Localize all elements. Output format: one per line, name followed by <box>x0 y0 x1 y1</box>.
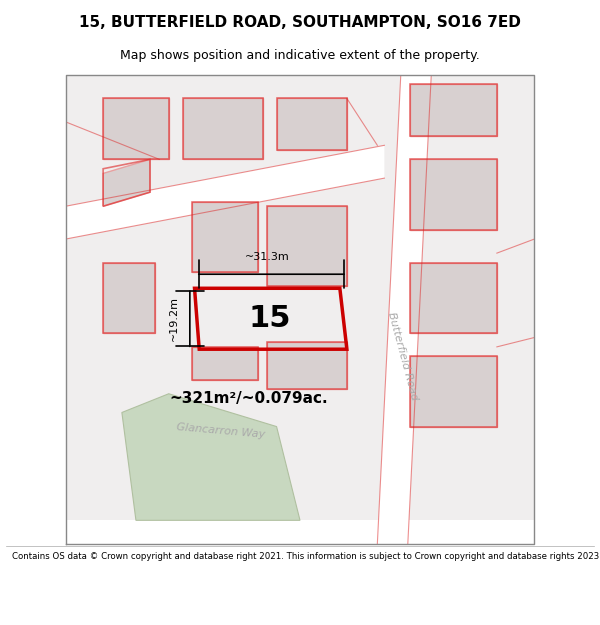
Text: ~321m²/~0.079ac.: ~321m²/~0.079ac. <box>169 391 328 406</box>
Polygon shape <box>122 394 300 520</box>
Text: 15, BUTTERFIELD ROAD, SOUTHAMPTON, SO16 7ED: 15, BUTTERFIELD ROAD, SOUTHAMPTON, SO16 … <box>79 15 521 30</box>
Polygon shape <box>65 520 535 544</box>
Polygon shape <box>192 201 258 272</box>
Polygon shape <box>183 98 263 159</box>
Polygon shape <box>65 145 385 239</box>
Text: Glancarron Way: Glancarron Way <box>176 422 265 440</box>
Polygon shape <box>377 75 431 544</box>
Text: Map shows position and indicative extent of the property.: Map shows position and indicative extent… <box>120 49 480 62</box>
Text: 15: 15 <box>248 304 291 333</box>
Polygon shape <box>267 342 347 389</box>
Polygon shape <box>103 98 169 159</box>
Text: ~19.2m: ~19.2m <box>169 296 178 341</box>
Polygon shape <box>267 206 347 286</box>
Polygon shape <box>410 159 497 229</box>
Polygon shape <box>410 356 497 426</box>
Polygon shape <box>103 159 150 206</box>
Polygon shape <box>277 98 347 150</box>
Text: Contains OS data © Crown copyright and database right 2021. This information is : Contains OS data © Crown copyright and d… <box>12 552 600 561</box>
Polygon shape <box>410 262 497 332</box>
Polygon shape <box>103 262 155 332</box>
Text: ~31.3m: ~31.3m <box>245 253 290 262</box>
Text: Butterfield Road: Butterfield Road <box>386 311 420 401</box>
Polygon shape <box>410 84 497 136</box>
Polygon shape <box>192 347 258 379</box>
